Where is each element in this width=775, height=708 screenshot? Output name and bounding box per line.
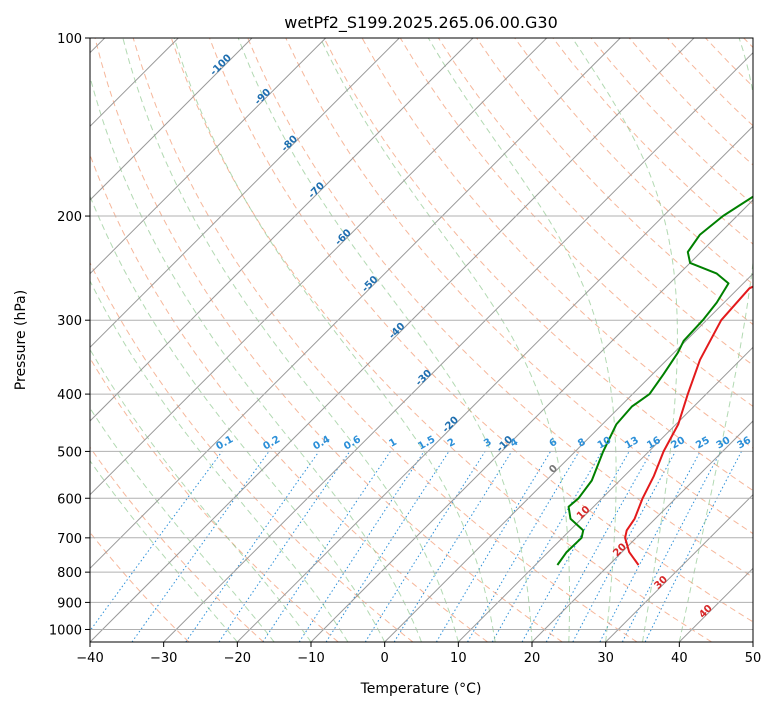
moist-adiabat bbox=[90, 74, 422, 642]
isotherm-line bbox=[90, 38, 474, 422]
plot-frame bbox=[89, 37, 754, 643]
y-tick-label: 500 bbox=[57, 445, 82, 460]
isotherm-line bbox=[90, 38, 621, 570]
x-tick-label: −10 bbox=[297, 651, 324, 666]
isotherm-line bbox=[605, 493, 753, 642]
y-tick-label: 1000 bbox=[49, 623, 82, 638]
x-tick-label: 50 bbox=[745, 651, 762, 666]
dry-adiabat bbox=[90, 357, 339, 642]
dry-adiabat bbox=[514, 38, 753, 285]
mixing-ratio-label: 6 bbox=[548, 437, 560, 450]
y-tick-label: 100 bbox=[57, 32, 82, 47]
y-axis-title: Pressure (hPa) bbox=[13, 290, 29, 390]
x-tick-label: 0 bbox=[381, 651, 389, 666]
dry-adiabat bbox=[170, 38, 712, 642]
mixing-ratio-line bbox=[262, 451, 391, 642]
moist-adiabat bbox=[571, 38, 678, 642]
mixing-ratio-label: 4 bbox=[509, 437, 521, 450]
isotherm-line bbox=[90, 38, 327, 275]
mixing-ratio-label: 2 bbox=[446, 437, 458, 450]
mixing-ratio-line bbox=[90, 451, 223, 632]
x-axis-title: Temperature (°C) bbox=[360, 681, 482, 697]
y-tick-label: 300 bbox=[57, 314, 82, 329]
moist-adiabat bbox=[319, 38, 570, 642]
dry-adiabat bbox=[90, 446, 264, 642]
dry-adiabat bbox=[209, 38, 753, 623]
isotherm-line bbox=[310, 199, 753, 642]
mixing-ratio-line bbox=[572, 451, 676, 642]
x-tick-label: 30 bbox=[597, 651, 614, 666]
isotherm-line bbox=[163, 51, 753, 642]
dry-adiabat bbox=[247, 38, 753, 578]
isotherm-line bbox=[90, 38, 695, 642]
mixing-ratio-line bbox=[218, 451, 351, 642]
moist-adiabat bbox=[90, 194, 386, 642]
mixing-ratio-label: 8 bbox=[576, 437, 588, 450]
x-tick-label: −40 bbox=[76, 651, 103, 666]
isotherm-line bbox=[236, 125, 753, 642]
mixing-ratio-line bbox=[185, 451, 320, 642]
dry-adiabat bbox=[90, 261, 414, 642]
mixing-ratio-label: 1 bbox=[387, 437, 399, 450]
dry-adiabat bbox=[323, 38, 753, 492]
mixing-ratio-line bbox=[644, 451, 742, 642]
moist-adiabat bbox=[173, 38, 496, 642]
y-tick-label: 800 bbox=[57, 566, 82, 581]
temperature-profile-line bbox=[624, 285, 753, 566]
isotherm-line bbox=[384, 272, 753, 642]
y-tick-label: 400 bbox=[57, 388, 82, 403]
mixing-ratio-line bbox=[393, 451, 513, 642]
x-tick-label: −20 bbox=[224, 651, 251, 666]
x-tick-label: 20 bbox=[524, 651, 541, 666]
x-tick-label: 10 bbox=[450, 651, 467, 666]
y-tick-label: 200 bbox=[57, 210, 82, 225]
chart-title: wetPf2_S199.2025.265.06.00.G30 bbox=[284, 13, 558, 33]
moist-adiabat bbox=[427, 38, 617, 642]
mixing-ratio-line bbox=[545, 451, 652, 642]
isotherm-line bbox=[752, 641, 753, 642]
mixing-ratio-label: 3 bbox=[482, 437, 494, 450]
mixing-ratio-line bbox=[298, 451, 425, 642]
moist-adiabat bbox=[237, 38, 533, 642]
mixing-ratio-line bbox=[521, 451, 630, 642]
x-tick-label: −30 bbox=[150, 651, 177, 666]
y-tick-label: 600 bbox=[57, 492, 82, 507]
isotherm-line bbox=[90, 38, 253, 201]
y-tick-label: 700 bbox=[57, 532, 82, 547]
dry-adiabat bbox=[94, 38, 563, 642]
moist-adiabat bbox=[90, 407, 275, 642]
moist-adiabat bbox=[90, 459, 238, 642]
x-tick-label: 40 bbox=[671, 651, 688, 666]
mixing-ratio-line bbox=[325, 451, 450, 642]
isotherm-line bbox=[457, 346, 753, 642]
moist-adiabat bbox=[122, 38, 459, 642]
mixing-ratio-line bbox=[621, 451, 722, 642]
isotherm-line bbox=[531, 420, 753, 642]
moist-adiabat bbox=[678, 38, 753, 642]
y-tick-label: 900 bbox=[57, 596, 82, 611]
dry-adiabat bbox=[132, 38, 638, 642]
dry-adiabat bbox=[476, 38, 753, 326]
dewpoint-profile-line bbox=[556, 195, 753, 566]
dry-adiabat bbox=[285, 38, 753, 535]
isotherm-line bbox=[90, 38, 400, 349]
isotherm-line bbox=[90, 38, 548, 496]
plot-background bbox=[90, 38, 753, 642]
